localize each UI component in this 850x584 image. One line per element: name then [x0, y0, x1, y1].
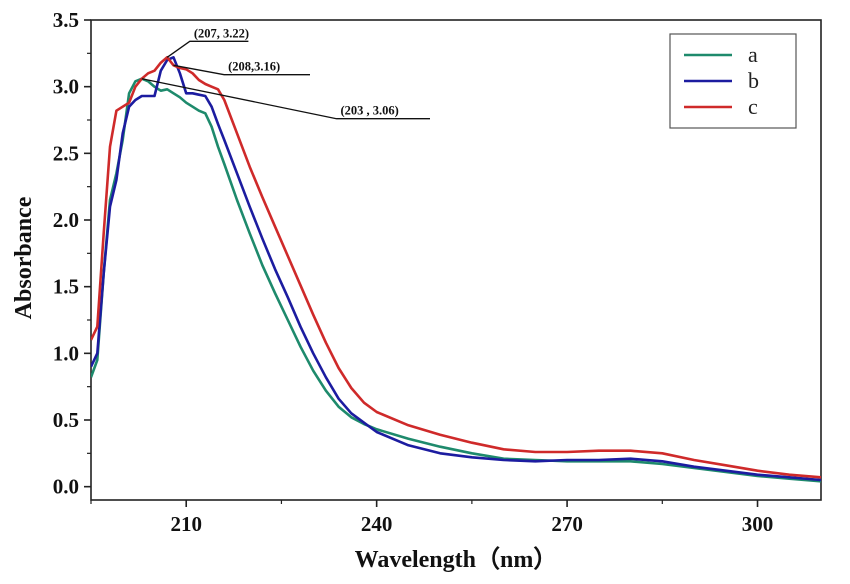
plot-border — [90, 19, 822, 501]
y-axis-title: Absorbance — [11, 196, 37, 319]
x-axis-title: Wavelength（nm） — [355, 546, 558, 573]
y-tick-label: 3.0 — [53, 75, 79, 99]
y-tick-label: 2.5 — [53, 141, 79, 165]
legend-label-a: a — [748, 42, 758, 67]
x-tick-label: 270 — [551, 512, 583, 536]
x-tick-label: 240 — [361, 512, 393, 536]
y-tick-label: 1.5 — [53, 275, 79, 299]
annotation-leader — [166, 40, 249, 58]
y-axis-ticks: 0.0 0.5 1.0 1.5 2.0 2.5 3.0 3.5 — [53, 8, 91, 499]
series-line-c — [91, 55, 821, 479]
y-tick-label: 1.0 — [53, 341, 79, 365]
x-tick-label: 210 — [170, 512, 202, 536]
annotation-leader — [141, 78, 430, 120]
y-tick-label: 0.0 — [53, 475, 79, 499]
x-axis-ticks: 210 240 270 300 — [90, 500, 774, 536]
annotation-label: (208,3.16) — [228, 60, 280, 74]
annotation-label: (203 , 3.06) — [340, 104, 398, 118]
legend-label-b: b — [748, 68, 759, 93]
plot-frame — [90, 19, 822, 501]
legend: abc — [669, 33, 797, 129]
annotation-label: (207, 3.22) — [194, 26, 249, 40]
series-line-b — [91, 55, 821, 482]
legend-label-c: c — [748, 94, 758, 119]
annotation-layer: (207, 3.22) (208,3.16) (203 , 3.06) — [141, 26, 430, 120]
series-layer — [91, 55, 821, 483]
y-tick-label: 0.5 — [53, 408, 79, 432]
annotation-leader — [173, 64, 310, 76]
y-tick-label: 2.0 — [53, 208, 79, 232]
y-tick-label: 3.5 — [53, 8, 79, 32]
series-line-a — [91, 77, 821, 483]
x-tick-label: 300 — [742, 512, 774, 536]
